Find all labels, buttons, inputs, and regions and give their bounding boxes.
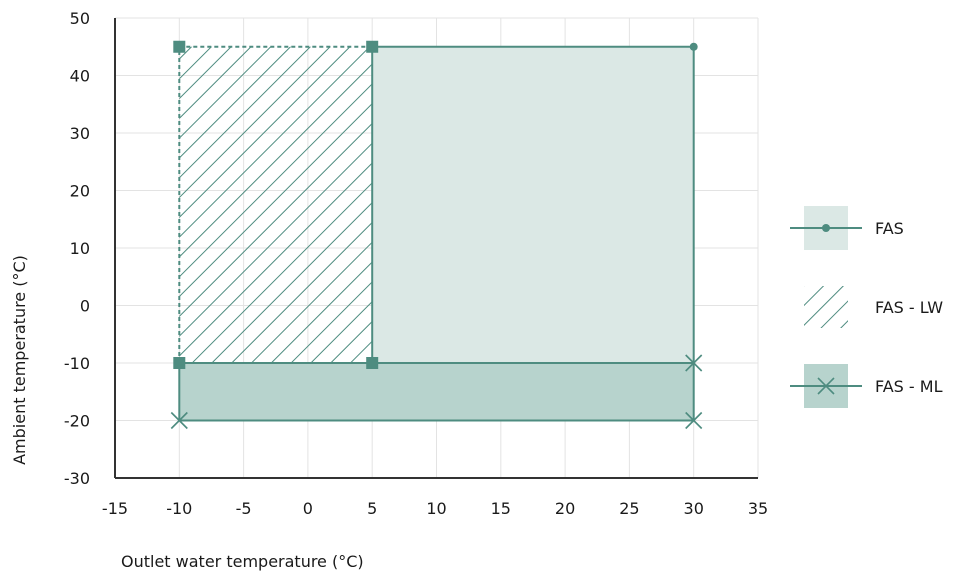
y-tick-label: -10 [64, 354, 90, 373]
marker-x [685, 411, 703, 430]
y-tick-label: -20 [64, 412, 90, 431]
marker-dot [689, 42, 698, 51]
legend-swatch-hatch [804, 286, 848, 328]
y-tick-label: -30 [64, 469, 90, 488]
x-tick-label: 15 [491, 499, 511, 518]
marker-x [685, 354, 703, 372]
plot-areas [178, 45, 695, 422]
marker-x-stroke [170, 411, 188, 430]
marker-x-stroke [817, 377, 835, 395]
area-fas-ml [179, 363, 694, 421]
marker-square [366, 40, 379, 53]
legend-item: FAS [790, 206, 904, 250]
markers [170, 40, 703, 430]
y-tick-label: 20 [70, 182, 90, 201]
area-fas-lw [179, 46, 373, 363]
legend-label: FAS - LW [875, 298, 943, 317]
y-tick-label: 10 [70, 239, 90, 258]
x-tick-label: -15 [102, 499, 128, 518]
marker-x-stroke [685, 411, 703, 430]
legend-label: FAS - ML [875, 377, 943, 396]
y-axis-title: Ambient temperature (°C) [10, 255, 29, 465]
x-tick-label: 5 [367, 499, 377, 518]
marker-dot [822, 224, 830, 232]
x-tick-label: 20 [555, 499, 575, 518]
y-tick-label: 0 [80, 297, 90, 316]
legend-label: FAS [875, 219, 904, 238]
legend-item: FAS - ML [790, 364, 943, 408]
marker-x-stroke [685, 354, 703, 372]
legend-item: FAS - LW [804, 286, 943, 328]
marker-x [817, 377, 835, 395]
y-tick-label: 50 [70, 9, 90, 28]
x-tick-label: -5 [236, 499, 252, 518]
area-fas [372, 46, 694, 363]
marker-square [173, 40, 186, 53]
y-tick-label: 40 [70, 67, 90, 86]
tick-labels: -15 -10 -5 0 5 10 15 20 25 30 35 -30 -20 -10 0 10 20 30 40… [64, 9, 768, 518]
marker-square [173, 357, 186, 369]
x-tick-label: 0 [303, 499, 313, 518]
marker-x [170, 411, 188, 430]
x-tick-label: -10 [166, 499, 192, 518]
marker-square [366, 357, 379, 369]
x-tick-label: 30 [684, 499, 704, 518]
x-tick-label: 25 [619, 499, 639, 518]
legend: FAS FAS - LW FAS - ML [790, 206, 943, 408]
x-tick-label: 10 [426, 499, 446, 518]
axes [114, 18, 758, 479]
x-tick-label: 35 [748, 499, 768, 518]
y-tick-label: 30 [70, 124, 90, 143]
x-axis-title: Outlet water temperature (°C) [121, 552, 364, 571]
